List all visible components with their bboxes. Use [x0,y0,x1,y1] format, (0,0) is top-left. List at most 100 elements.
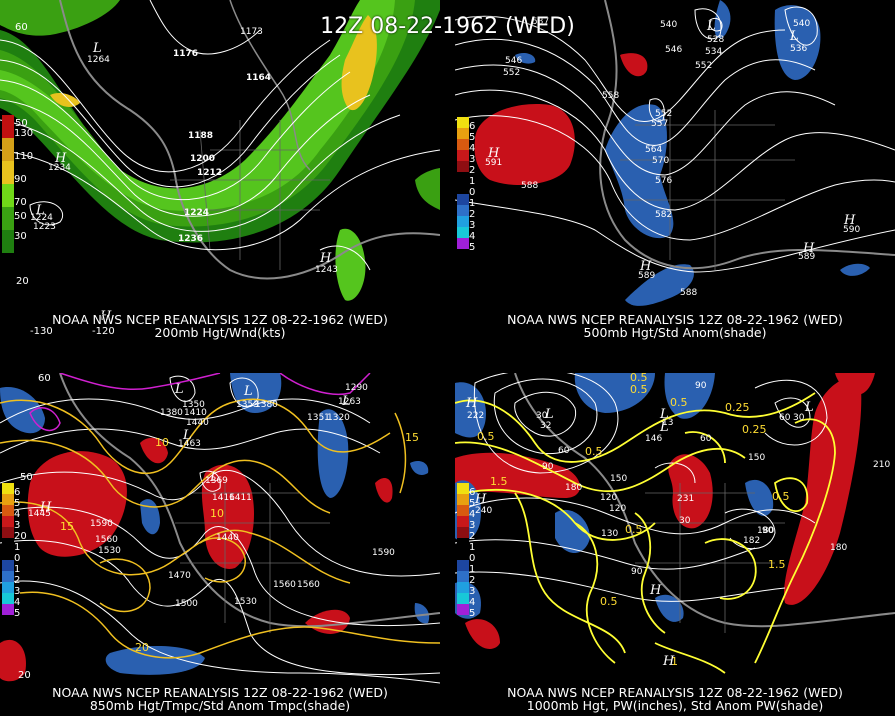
legend-label: 1 [14,564,21,575]
caption-source: NOAA NWS NCEP REANALYSIS 12Z 08-22-1962 … [507,685,843,700]
svg-text:H: H [54,151,67,166]
legend-label: 0 [469,187,476,198]
legend-label: 30 [14,231,27,242]
svg-text:1590: 1590 [372,548,395,558]
svg-text:546: 546 [665,45,682,55]
svg-text:1188: 1188 [188,131,213,141]
svg-text:564: 564 [645,145,662,155]
svg-text:1200: 1200 [190,154,215,164]
svg-text:1224: 1224 [30,213,53,223]
svg-text:1350: 1350 [182,400,205,410]
caption-source: NOAA NWS NCEP REANALYSIS 12Z 08-22-1962 … [507,312,843,327]
svg-text:1416: 1416 [212,493,235,503]
svg-text:588: 588 [680,288,697,298]
svg-text:240: 240 [475,506,492,516]
svg-text:60: 60 [779,413,791,423]
legend-label: 1 [469,564,476,575]
legend-850mb [2,483,14,615]
svg-text:537: 537 [532,17,549,27]
legend-label: 1 [469,176,476,187]
svg-text:210: 210 [873,460,890,470]
svg-text:0.5: 0.5 [625,523,643,536]
panel-1000mb: 90 60 30 150 180 120 90 90 60 60 30 90 1… [455,373,895,716]
legend-label: 0 [14,553,21,564]
svg-text:1.5: 1.5 [768,558,786,571]
svg-text:1470: 1470 [168,571,191,581]
panel-200mb: 1176 1164 1188 1200 1212 1224 1236 1234 … [0,0,440,343]
svg-text:L: L [804,400,814,415]
svg-text:534: 534 [705,47,722,57]
legend-label: 2 [469,531,476,542]
svg-text:1: 1 [671,655,678,668]
svg-text:552: 552 [655,109,672,119]
svg-text:32: 32 [540,421,551,431]
svg-text:H: H [802,241,815,256]
svg-text:1530: 1530 [98,546,121,556]
legend-label: 3 [14,520,21,531]
map-500mb: 537 540 528 534 546 552 546 552 540 536 … [455,0,895,343]
svg-text:H: H [662,654,675,669]
svg-text:60: 60 [700,434,712,444]
legend-label: 4 [469,231,476,242]
svg-text:1320: 1320 [327,413,350,423]
svg-text:1224: 1224 [184,208,209,218]
svg-text:15: 15 [405,431,419,444]
legend-label: 1 [469,542,476,553]
svg-text:30: 30 [536,411,548,421]
svg-text:0.5: 0.5 [630,383,648,396]
svg-text:90: 90 [762,526,774,536]
svg-text:1212: 1212 [197,168,222,178]
legend-label: 110 [14,151,34,162]
legend-label: 5 [469,498,476,509]
lon-label: -120 [92,326,115,337]
map-200mb: 1176 1164 1188 1200 1212 1224 1236 1234 … [0,0,440,343]
svg-text:1263: 1263 [338,397,361,407]
svg-text:H: H [99,309,112,324]
svg-text:60: 60 [558,446,570,456]
svg-text:H: H [639,259,652,274]
svg-text:H: H [39,500,52,515]
svg-text:582: 582 [655,210,672,220]
svg-text:10: 10 [155,436,169,449]
lat-label: 60 [15,22,28,33]
svg-text:1380: 1380 [160,408,183,418]
svg-text:1560: 1560 [95,535,118,545]
svg-text:H: H [474,492,487,507]
legend-label: 4 [14,509,21,520]
svg-text:0.5: 0.5 [670,396,688,409]
svg-text:150: 150 [748,453,765,463]
caption-field: 850mb Hgt/Tmpc/Std Anom Tmpc(shade) [89,698,351,713]
legend-label: 4 [469,509,476,520]
legend-label: 6 [14,487,21,498]
svg-text:0.5: 0.5 [477,430,495,443]
svg-text:0.25: 0.25 [742,423,767,436]
lat-label: 20 [16,276,29,287]
legend-label: 5 [14,608,21,619]
svg-text:570: 570 [652,156,669,166]
svg-text:1530: 1530 [234,597,257,607]
legend-label: 130 [14,128,34,139]
svg-text:0.5: 0.5 [772,490,790,503]
svg-text:180: 180 [757,526,774,536]
svg-text:1411: 1411 [229,493,252,503]
svg-text:L: L [174,382,184,397]
panel-850mb: 1350 1380 1410 1440 1353 1380 1290 1263 … [0,373,440,716]
legend-label: 3 [469,220,476,231]
svg-text:L: L [209,470,219,485]
svg-text:H: H [649,583,662,598]
panel-500mb: 537 540 528 534 546 552 546 552 540 536 … [455,0,895,343]
svg-text:182: 182 [743,536,760,546]
svg-text:H: H [465,396,478,411]
legend-1000mb [457,483,469,615]
svg-text:1.5: 1.5 [490,475,508,488]
legend-label: 6 [469,487,476,498]
svg-text:1410: 1410 [184,408,207,418]
svg-text:1440: 1440 [186,418,209,428]
svg-text:552: 552 [695,61,712,71]
svg-text:1351: 1351 [307,413,330,423]
main-title: 12Z 08-22-1962 (WED) [320,14,575,39]
svg-text:1440: 1440 [216,533,239,543]
lat-label: 50 [20,472,33,483]
svg-text:1173: 1173 [240,27,263,37]
svg-text:589: 589 [798,252,815,262]
